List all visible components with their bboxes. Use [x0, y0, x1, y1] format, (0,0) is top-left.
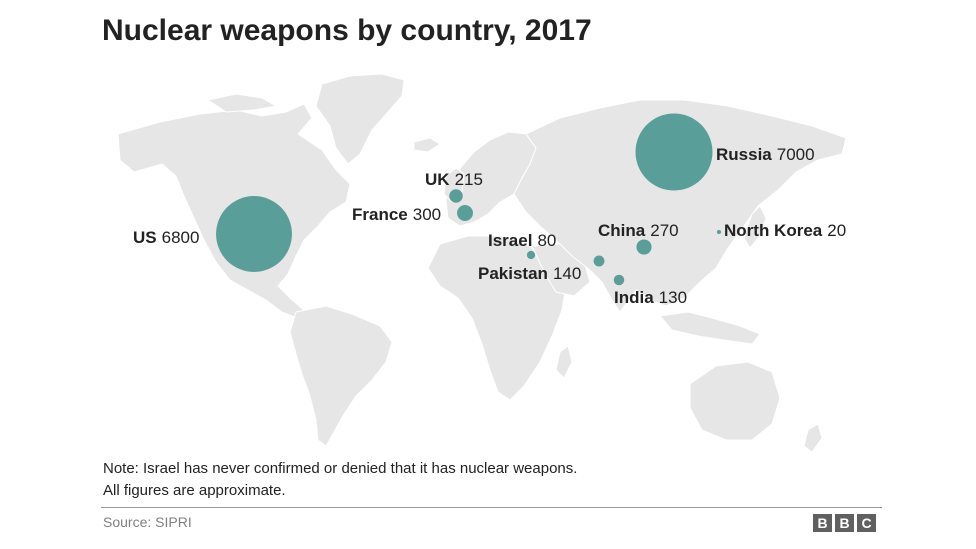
bubble-us [216, 196, 292, 272]
bubble-israel [526, 250, 536, 260]
land-masses [117, 73, 847, 453]
land-greenland [315, 73, 405, 165]
source-text: Source: SIPRI [103, 514, 192, 530]
land-madagascar [555, 345, 573, 379]
land-south-america [289, 305, 393, 447]
label-pakistan: Pakistan 140 [478, 264, 581, 283]
bubble-india [613, 274, 625, 286]
bbc-logo-letter-1: B [813, 514, 832, 532]
land-japan [743, 205, 767, 249]
note-line-2: All figures are approximate. [103, 482, 286, 499]
bbc-logo-letter-3: C [857, 514, 876, 532]
label-china: China 270 [598, 221, 679, 240]
bubble-uk [449, 189, 463, 203]
bubble-china [636, 239, 652, 255]
label-india: India 130 [614, 288, 687, 307]
note-line-1: Note: Israel has never confirmed or deni… [103, 460, 578, 477]
land-australia [689, 361, 781, 441]
land-southeast-asia [659, 311, 761, 345]
bubble-russia [635, 113, 713, 191]
page-title: Nuclear weapons by country, 2017 [102, 14, 592, 47]
labels-layer: US 6800 Russia 7000 UK 215 France 300 China 2… [133, 145, 846, 307]
land-arctic-islands [206, 93, 278, 113]
land-iceland [413, 137, 441, 153]
chart-note: Note: Israel has never confirmed or deni… [103, 458, 577, 502]
label-us: US 6800 [133, 228, 199, 247]
bbc-logo: B B C [813, 514, 876, 532]
land-new-zealand [803, 423, 823, 453]
bubble-france [457, 205, 473, 221]
bbc-logo-letter-2: B [835, 514, 854, 532]
label-uk: UK 215 [425, 170, 483, 189]
bubble-pakistan [593, 255, 605, 267]
footer-divider [101, 507, 882, 508]
bubble-north-korea [716, 229, 722, 235]
bubbles-layer [216, 113, 722, 286]
label-russia: Russia 7000 [716, 145, 815, 164]
label-north-korea: North Korea 20 [724, 221, 846, 240]
land-africa [427, 235, 567, 401]
label-france: France 300 [352, 205, 441, 224]
label-israel: Israel 80 [488, 231, 556, 250]
